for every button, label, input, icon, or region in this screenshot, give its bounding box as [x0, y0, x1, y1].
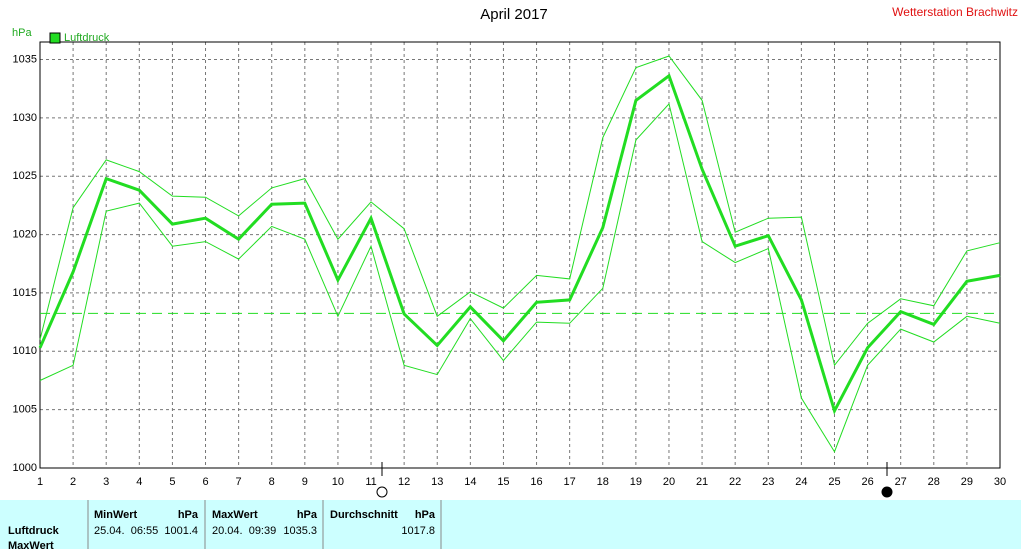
x-tick-label: 29 — [961, 476, 973, 488]
table-header: hPa — [178, 509, 199, 521]
x-tick-label: 17 — [564, 476, 576, 488]
x-tick-label: 1 — [37, 476, 43, 488]
x-tick-label: 22 — [729, 476, 741, 488]
table-cell: 1001.4 — [164, 525, 198, 537]
station-name: Wetterstation Brachwitz — [892, 5, 1018, 19]
table-dividers — [87, 500, 442, 549]
plot-frame — [39, 41, 1001, 469]
y-tick-label: 1030 — [13, 112, 37, 124]
x-tick-label: 13 — [431, 476, 443, 488]
x-tick-label: 18 — [597, 476, 609, 488]
x-tick-label: 30 — [994, 476, 1006, 488]
table-header: MaxWert — [212, 509, 258, 521]
x-tick-label: 2 — [70, 476, 76, 488]
x-tick-label: 21 — [696, 476, 708, 488]
x-tick-label: 16 — [530, 476, 542, 488]
x-tick-label: 20 — [663, 476, 675, 488]
chart-title: April 2017 — [480, 6, 548, 23]
x-tick-label: 3 — [103, 476, 109, 488]
row-label: Luftdruck — [8, 525, 60, 537]
x-tick-label: 8 — [269, 476, 275, 488]
legend-label: Luftdruck — [64, 32, 110, 44]
y-tick-label: 1015 — [13, 287, 37, 299]
y-tick-label: 1035 — [13, 53, 37, 65]
table-cell: 1017.8 — [401, 525, 435, 537]
table-header: hPa — [297, 509, 318, 521]
series-line — [38, 73, 1001, 415]
x-tick-label: 28 — [928, 476, 940, 488]
x-tick-label: 10 — [332, 476, 344, 488]
x-tick-label: 9 — [302, 476, 308, 488]
table-header: Durchschnitt — [330, 509, 398, 521]
table-cell: 25.04. 06:55 — [94, 525, 158, 537]
x-tick-label: 11 — [365, 476, 376, 488]
x-tick-label: 6 — [202, 476, 208, 488]
y-unit: hPa — [12, 27, 32, 39]
x-tick-label: 23 — [762, 476, 774, 488]
y-tick-label: 1020 — [13, 228, 37, 240]
table-header: hPa — [415, 509, 436, 521]
y-tick-label: 1010 — [13, 345, 37, 357]
summary-table-bg — [0, 500, 1021, 549]
legend-swatch — [49, 32, 61, 44]
table-header: MinWert — [94, 509, 138, 521]
series-line — [39, 55, 1001, 367]
x-tick-label: 5 — [169, 476, 175, 488]
x-tick-label: 15 — [497, 476, 509, 488]
row-label: MaxWert — [8, 540, 54, 549]
x-tick-label: 24 — [795, 476, 807, 488]
x-tick-label: 4 — [136, 476, 142, 488]
x-tick-label: 7 — [236, 476, 242, 488]
table-cell: 1035.3 — [283, 525, 317, 537]
x-tick-label: 25 — [828, 476, 840, 488]
x-tick-label: 26 — [861, 476, 873, 488]
moon-phase-icons — [376, 462, 893, 498]
x-tick-label: 14 — [464, 476, 476, 488]
y-tick-label: 1005 — [13, 404, 37, 416]
y-tick-label: 1025 — [13, 170, 37, 182]
x-tick-label: 12 — [398, 476, 410, 488]
series-line — [39, 102, 1001, 453]
y-tick-label: 1000 — [13, 462, 37, 474]
table-cell: 20.04. 09:39 — [212, 525, 276, 537]
x-tick-label: 27 — [895, 476, 907, 488]
x-tick-label: 19 — [630, 476, 642, 488]
